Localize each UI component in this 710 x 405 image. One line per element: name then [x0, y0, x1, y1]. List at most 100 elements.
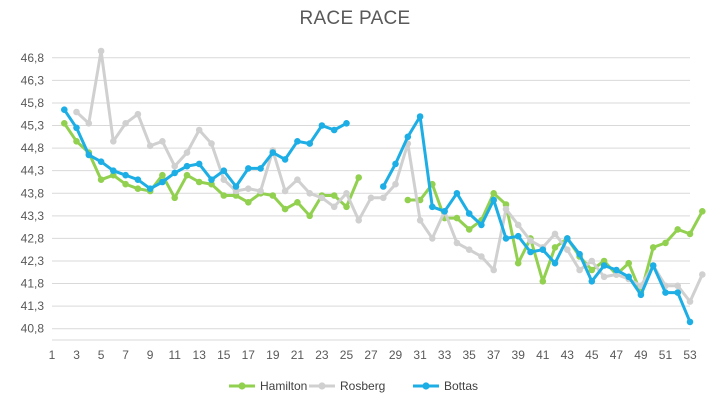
data-point [416, 113, 424, 120]
data-point [97, 47, 105, 55]
x-tick-label: 41 [536, 348, 550, 362]
x-tick-label: 7 [122, 348, 129, 362]
data-point [502, 201, 510, 208]
x-tick-label: 43 [561, 348, 575, 362]
data-point [502, 205, 510, 213]
data-point [330, 126, 338, 134]
data-point [662, 289, 669, 296]
data-point [73, 108, 80, 116]
axis-layer: 40,8 41,3 41,8 42,3 42,8 43,3 43,8 44,3 44,8 45,3… [21, 51, 697, 362]
data-point [146, 185, 154, 192]
data-point [539, 278, 547, 285]
data-point [600, 262, 608, 269]
data-point [220, 167, 228, 174]
data-point [551, 244, 559, 251]
data-point [367, 194, 375, 202]
legend-label: Rosberg [340, 379, 385, 393]
data-point [257, 187, 264, 195]
data-point [699, 271, 706, 278]
data-point [232, 183, 240, 190]
data-point [146, 142, 154, 150]
data-point [674, 282, 681, 290]
data-point [269, 192, 277, 199]
data-point [453, 190, 461, 197]
data-point [699, 208, 706, 215]
x-tick-label: 3 [73, 348, 80, 362]
data-point [564, 235, 571, 242]
data-point [380, 194, 387, 202]
data-point [330, 192, 338, 199]
data-point [564, 246, 571, 253]
series-line [75, 49, 704, 304]
data-point [159, 138, 166, 145]
data-point [159, 171, 166, 179]
y-tick-label: 40,8 [21, 322, 45, 336]
data-point [429, 235, 436, 242]
y-tick-label: 44,3 [21, 164, 45, 178]
data-point [171, 194, 178, 202]
data-point [294, 138, 301, 145]
y-tick-label: 46,8 [21, 51, 45, 65]
x-tick-label: 21 [291, 348, 305, 362]
y-tick-label: 43,8 [21, 186, 45, 200]
data-point [122, 180, 129, 188]
data-point [61, 120, 68, 127]
x-tick-label: 15 [217, 348, 231, 362]
data-point [183, 162, 191, 170]
data-point [355, 217, 363, 224]
legend-item-rosberg: Rosberg [309, 379, 385, 393]
data-point [625, 273, 632, 281]
data-point [281, 205, 289, 213]
grid-layer [52, 57, 690, 330]
data-point [122, 120, 129, 127]
data-point [674, 289, 681, 296]
data-point [343, 203, 350, 211]
data-point [245, 185, 252, 192]
data-point [257, 165, 264, 172]
legend-swatch-marker [318, 382, 326, 390]
x-tick-label: 33 [438, 348, 452, 362]
data-point [490, 266, 498, 274]
data-point [478, 221, 485, 229]
data-point [539, 246, 547, 253]
data-point [134, 185, 142, 192]
data-point [551, 259, 559, 267]
data-point [159, 178, 166, 186]
y-tick-label: 44,8 [21, 141, 45, 155]
data-point [110, 167, 117, 174]
data-point [122, 171, 129, 179]
legend-label: Hamilton [260, 379, 307, 393]
series-line [381, 115, 692, 324]
x-tick-label: 35 [462, 348, 476, 362]
data-point [502, 235, 510, 242]
data-point [220, 192, 228, 199]
x-tick-label: 47 [610, 348, 624, 362]
data-point [527, 248, 534, 256]
data-point [674, 226, 681, 233]
x-tick-label: 53 [683, 348, 697, 362]
x-tick-label: 51 [659, 348, 673, 362]
x-tick-label: 25 [340, 348, 354, 362]
data-point [490, 190, 498, 197]
data-point [73, 124, 80, 132]
data-point [343, 120, 350, 127]
data-point [306, 190, 314, 197]
chart-title: RACE PACE [299, 8, 411, 29]
series-layer [61, 47, 706, 326]
y-tick-label: 45,8 [21, 96, 45, 110]
data-point [330, 203, 338, 211]
data-point [183, 149, 191, 156]
data-point [392, 180, 399, 188]
series-hamilton [61, 120, 706, 296]
data-point [416, 217, 424, 224]
series-bottas [61, 106, 694, 326]
data-point [208, 140, 215, 147]
legend-label: Bottas [444, 379, 478, 393]
data-point [649, 262, 657, 269]
data-point [453, 214, 461, 222]
x-tick-label: 17 [242, 348, 256, 362]
data-point [527, 237, 534, 244]
y-tick-label: 46,3 [21, 73, 45, 87]
data-point [514, 232, 522, 240]
